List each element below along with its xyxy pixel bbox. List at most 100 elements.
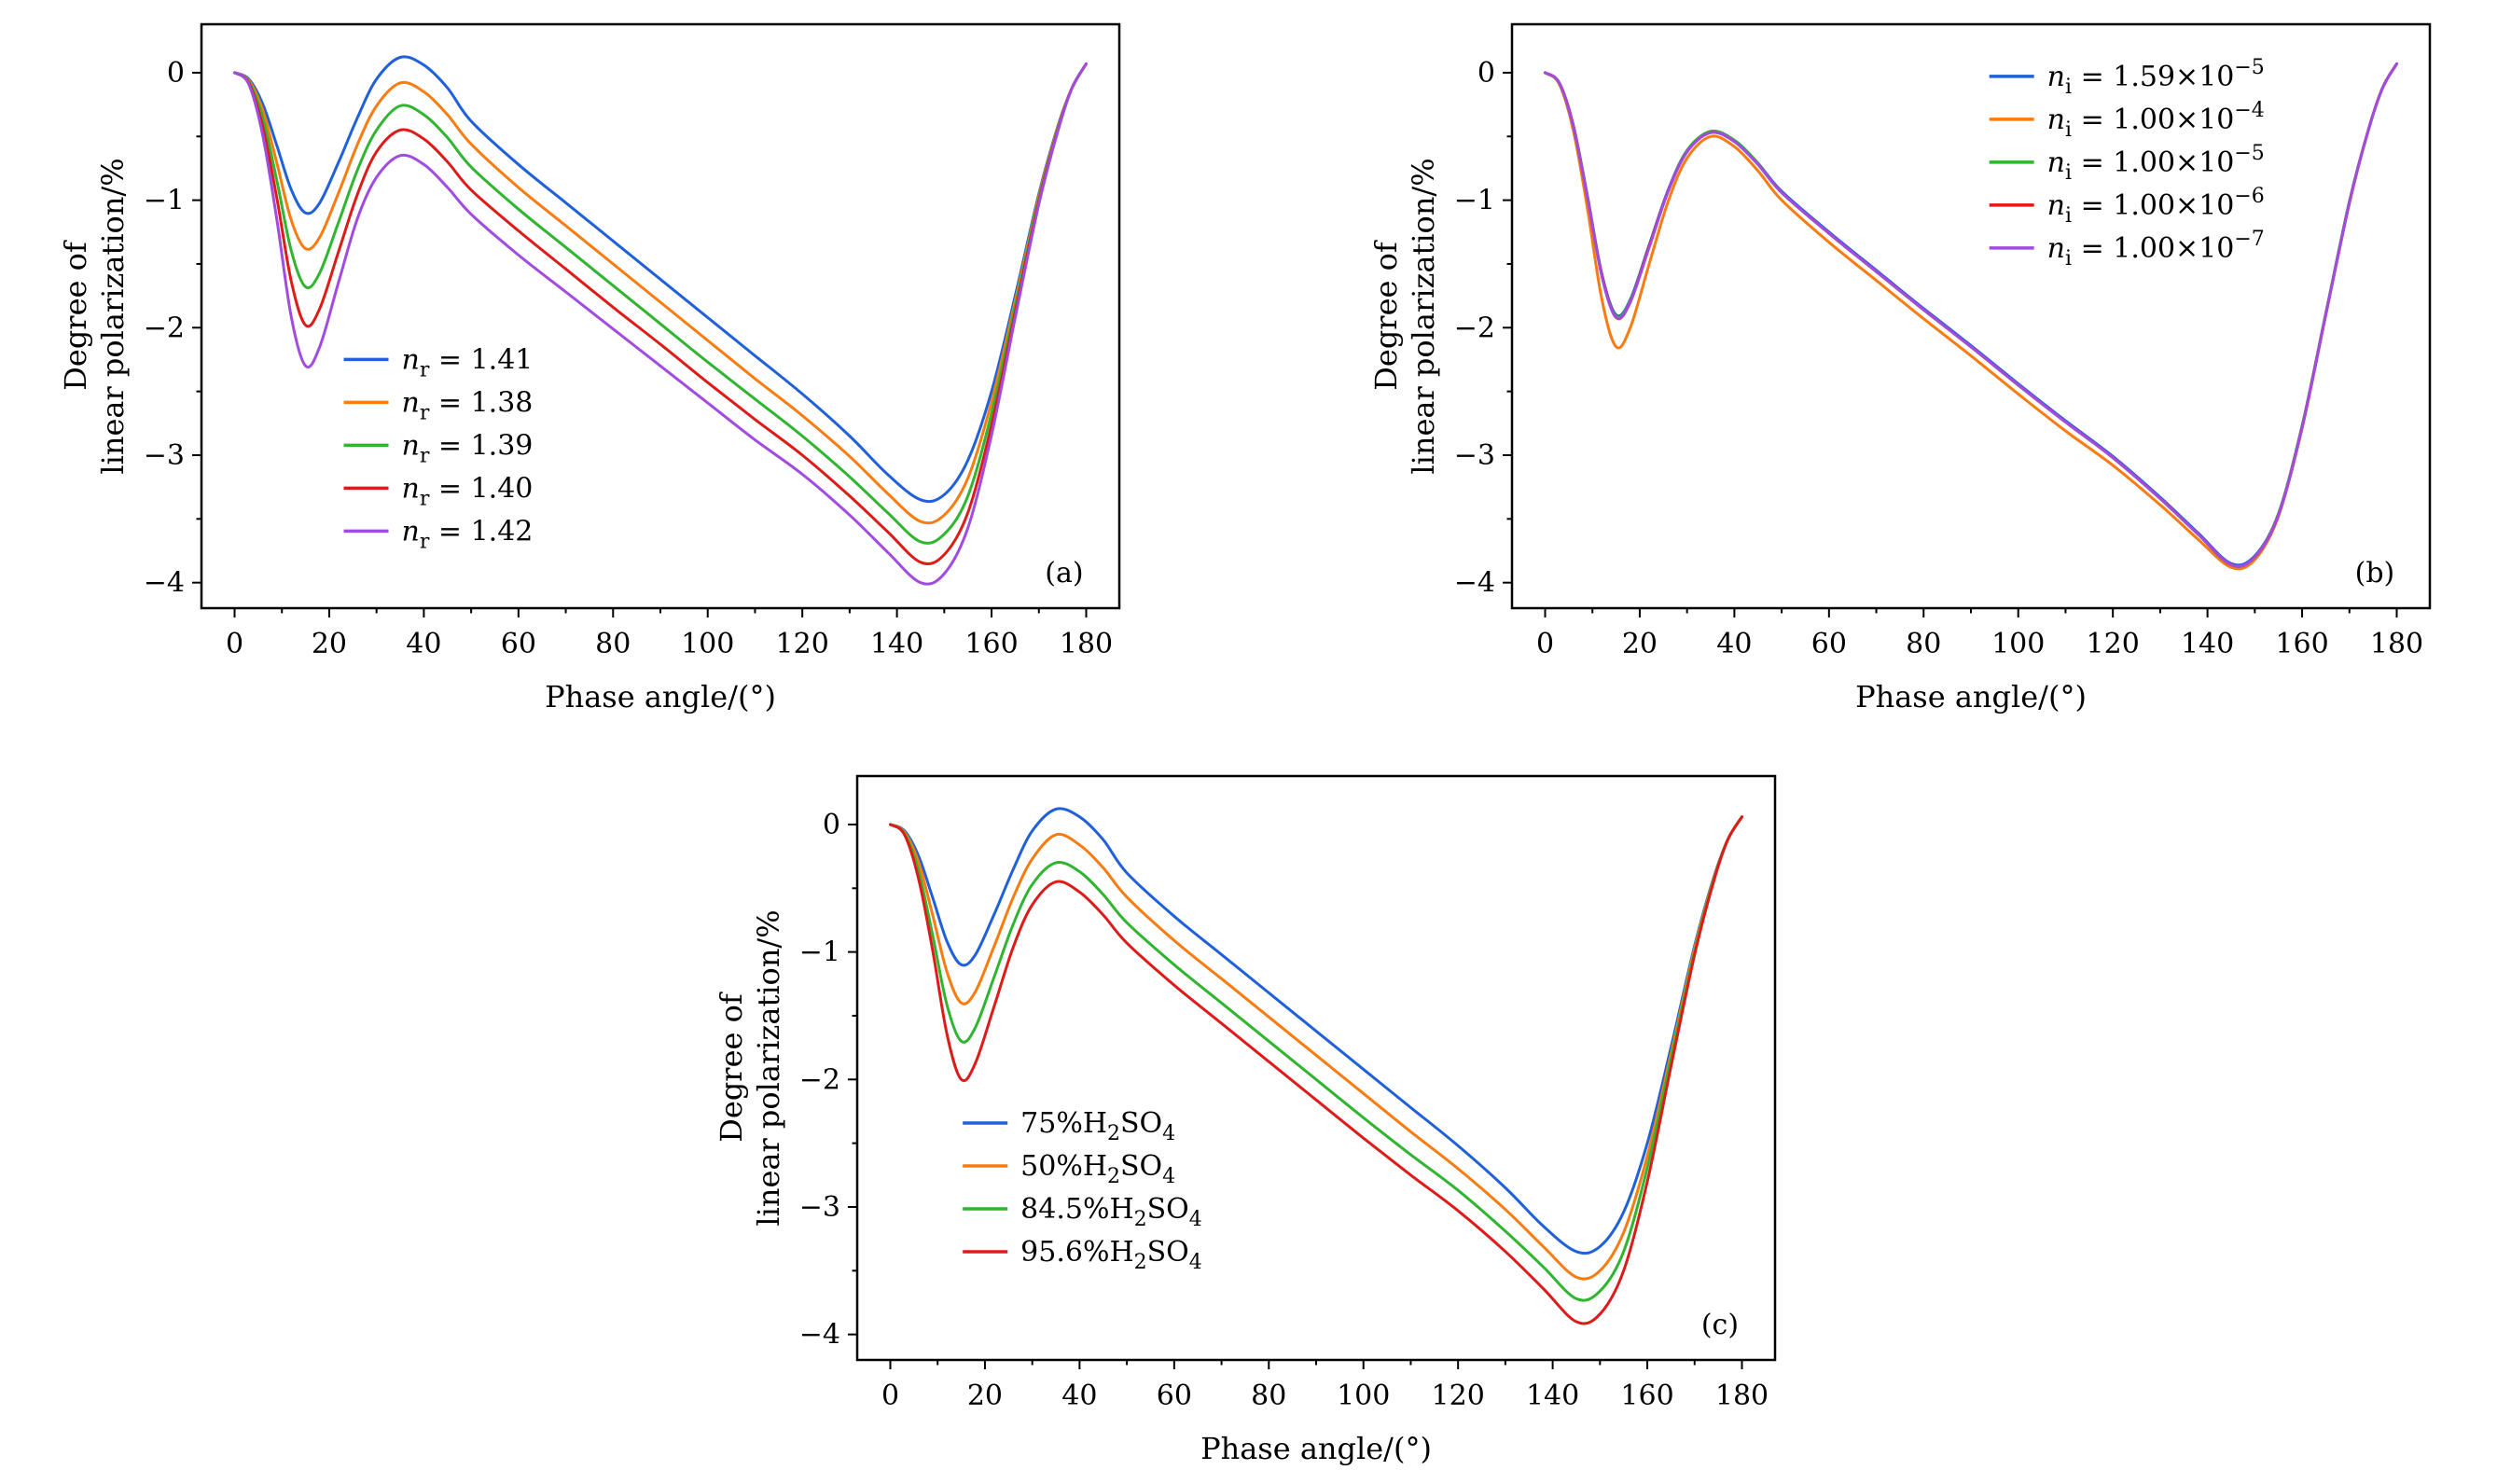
axis-ticks [847, 823, 1742, 1369]
panel-a-chart: 0 20 40 60 80 100 120 140 160 180 0 −1 −2 −3 −4 nr = 1.… [58, 22, 1121, 714]
x-tick-label: 0 [226, 628, 243, 660]
x-tick-label: 160 [2275, 628, 2328, 660]
x-tick-label: 20 [312, 628, 347, 660]
series-line-nr-1.41 [233, 55, 1088, 504]
series-line-75-h2so4 [888, 807, 1743, 1255]
x-tick-label: 100 [1991, 628, 2045, 660]
series-line-ni-1.00e-5 [1544, 62, 2398, 568]
figure-row-bottom: 0 20 40 60 80 100 120 140 160 180 0 −1 −2 −3 −4 75%H2SO… [0, 759, 2497, 1477]
plot-frame [1510, 22, 2432, 610]
y-axis-label-line1: Degree of [58, 240, 93, 391]
y-tick-label: −4 [1454, 567, 1495, 600]
corner-label: (a) [1045, 557, 1083, 589]
legend-label: nr = 1.38 [402, 386, 534, 424]
x-tick-label: 80 [595, 628, 631, 660]
legend: 75%H2SO4 50%H2SO4 84.5%H2SO4 95.6%H2SO4 [962, 1107, 1202, 1274]
x-tick-label: 160 [964, 628, 1018, 660]
series-line-50-h2so4 [888, 815, 1743, 1281]
series-line-ni-1.59e-5 [1544, 62, 2398, 567]
series-line-nr-1.39 [233, 62, 1088, 545]
legend-label: ni = 1.00×10−5 [2047, 142, 2265, 185]
figure-row-top: 0 20 40 60 80 100 120 140 160 180 0 −1 −2 −3 −4 nr = 1.… [0, 0, 2497, 726]
x-tick-label: 120 [1431, 1380, 1484, 1412]
series-line-ni-1.00e-4 [1544, 62, 2398, 571]
x-tick-label: 140 [870, 628, 923, 660]
x-axis-label: Phase angle/(°) [545, 679, 776, 714]
legend-label: ni = 1.00×10−4 [2047, 99, 2265, 142]
x-tick-label: 40 [1716, 628, 1752, 660]
x-tick-label: 60 [1811, 628, 1847, 660]
legend: ni = 1.59×10−5ni = 1.00×10−4ni = 1.00×10… [1989, 56, 2265, 270]
y-axis-label-line2: linear polarization/% [751, 909, 786, 1226]
x-tick-label: 100 [1337, 1380, 1390, 1412]
panel-c-chart: 0 20 40 60 80 100 120 140 160 180 0 −1 −2 −3 −4 75%H2SO… [714, 774, 1776, 1466]
y-tick-label: −1 [144, 185, 185, 217]
legend-label: ni = 1.00×10−6 [2047, 185, 2265, 228]
y-axis-label-line2: linear polarization/% [1406, 158, 1441, 474]
legend-label: 75%H2SO4 [1020, 1107, 1175, 1145]
legend-label: 95.6%H2SO4 [1020, 1236, 1202, 1274]
y-tick-label: −1 [798, 936, 839, 969]
y-tick-label: −2 [798, 1063, 839, 1096]
legend-label: nr = 1.42 [402, 515, 534, 553]
x-tick-label: 180 [1714, 1380, 1768, 1412]
x-tick-label: 0 [1536, 628, 1554, 660]
y-tick-label: −3 [798, 1191, 839, 1224]
series-line-95.6-h2so4 [888, 815, 1743, 1325]
legend-label: nr = 1.41 [402, 343, 534, 381]
y-tick-label: 0 [167, 57, 185, 90]
plot-frame [200, 22, 1121, 610]
chart-b: 0 20 40 60 80 100 120 140 160 180 0 −1 −2 −3 −4 ni = 1.… [1368, 22, 2432, 714]
legend-label: nr = 1.40 [402, 472, 534, 510]
x-tick-label: 140 [2181, 628, 2234, 660]
corner-label: (c) [1700, 1309, 1738, 1341]
legend-label: nr = 1.39 [402, 429, 534, 467]
legend-label: ni = 1.00×10−7 [2047, 228, 2265, 270]
x-tick-label: 160 [1620, 1380, 1673, 1412]
x-tick-label: 120 [2087, 628, 2140, 660]
x-tick-label: 0 [881, 1380, 898, 1412]
y-tick-label: −3 [1454, 439, 1495, 472]
series-line-nr-1.38 [233, 62, 1088, 525]
series-line-ni-1.00e-7 [1544, 62, 2398, 568]
series-line-nr-1.42 [233, 62, 1088, 586]
y-tick-label: 0 [822, 809, 839, 841]
chart-a: 0 20 40 60 80 100 120 140 160 180 0 −1 −2 −3 −4 nr = 1.… [58, 22, 1121, 714]
y-axis-label-line1: Degree of [1368, 240, 1404, 391]
legend-label: 50%H2SO4 [1020, 1150, 1175, 1188]
x-tick-label: 20 [1622, 628, 1658, 660]
x-tick-label: 180 [2370, 628, 2423, 660]
x-tick-label: 80 [1906, 628, 1941, 660]
series-line-84.5-h2so4 [888, 815, 1743, 1302]
legend-label: ni = 1.59×10−5 [2047, 56, 2265, 99]
x-tick-label: 140 [1525, 1380, 1578, 1412]
axis-ticks [192, 71, 1088, 617]
x-tick-label: 40 [1061, 1380, 1097, 1412]
plot-frame [855, 774, 1776, 1362]
panel-b-chart: 0 20 40 60 80 100 120 140 160 180 0 −1 −2 −3 −4 ni = 1.… [1368, 22, 2432, 714]
x-axis-label: Phase angle/(°) [1200, 1431, 1432, 1466]
y-axis-label-line1: Degree of [714, 992, 749, 1143]
legend: nr = 1.41 nr = 1.38 nr = 1.39 nr = 1.40 nr =… [343, 343, 534, 553]
x-tick-label: 20 [966, 1380, 1002, 1412]
y-tick-label: 0 [1477, 57, 1495, 90]
x-tick-label: 60 [1156, 1380, 1191, 1412]
chart-c: 0 20 40 60 80 100 120 140 160 180 0 −1 −2 −3 −4 75%H2SO… [714, 774, 1776, 1466]
x-tick-label: 40 [406, 628, 441, 660]
y-tick-label: −2 [1454, 312, 1495, 344]
x-tick-label: 60 [501, 628, 536, 660]
y-tick-label: −3 [144, 439, 185, 472]
x-tick-label: 100 [681, 628, 734, 660]
y-tick-label: −4 [798, 1319, 839, 1352]
y-tick-label: −4 [144, 567, 185, 600]
corner-label: (b) [2355, 557, 2395, 589]
series-line-nr-1.40 [233, 62, 1088, 565]
legend-label: 84.5%H2SO4 [1020, 1193, 1202, 1231]
y-axis-label-line2: linear polarization/% [95, 158, 131, 474]
x-tick-label: 120 [776, 628, 829, 660]
y-tick-label: −2 [144, 312, 185, 344]
y-tick-label: −1 [1454, 185, 1495, 217]
x-tick-label: 180 [1060, 628, 1113, 660]
series-line-ni-1.00e-6 [1544, 62, 2398, 568]
x-axis-label: Phase angle/(°) [1855, 679, 2087, 714]
